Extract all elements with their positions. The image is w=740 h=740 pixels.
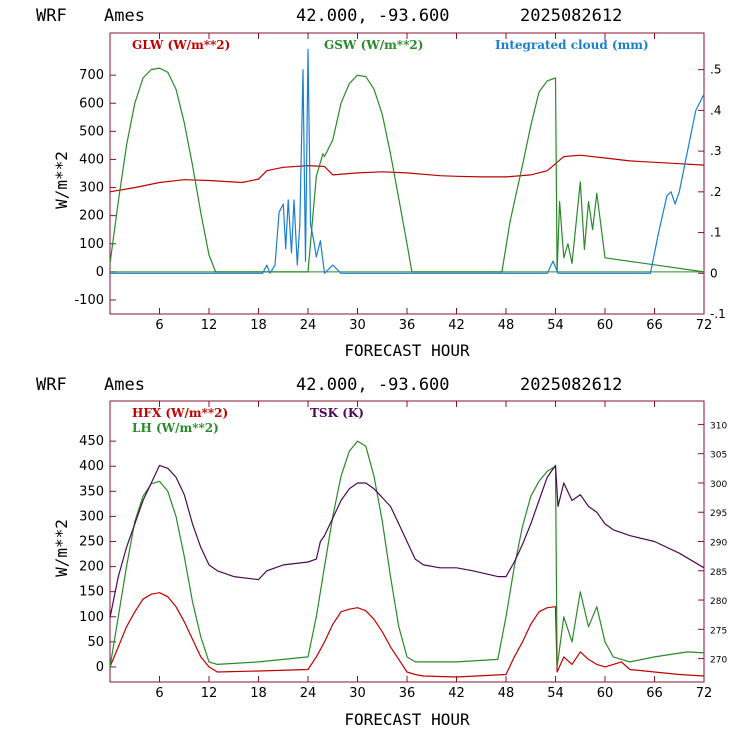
panel2-header-model: WRF — [36, 375, 67, 395]
x-tick-label: 30 — [349, 686, 366, 701]
series-line-integrated — [110, 48, 705, 274]
y-tick-label: 0 — [96, 660, 104, 675]
panel-radiation: WRF Ames 42.000, -93.600 2025082612 6 12 1… — [36, 6, 726, 360]
y2-tick-label: 270 — [710, 656, 727, 666]
y2-tick-label: 295 — [710, 509, 727, 519]
x-tick-label: 18 — [250, 686, 267, 701]
y-tick-label: 350 — [79, 484, 104, 499]
y2-tick-label: .4 — [710, 103, 721, 117]
y-tick-label: 700 — [79, 68, 104, 83]
panel1-header-site: Ames — [104, 6, 145, 26]
panel1-y-ticks: -100 0 100 200 300 400 500 600 700 — [74, 68, 116, 308]
panel2-y-ticks: 0 50 100 150 200 250 300 350 400 450 — [79, 434, 116, 675]
y2-tick-label: .5 — [710, 63, 721, 77]
y-tick-label: 450 — [79, 434, 104, 449]
y2-tick-label: .1 — [710, 226, 721, 240]
x-tick-label: 18 — [250, 318, 267, 333]
y-tick-label: 250 — [79, 535, 104, 550]
x-tick-label: 6 — [155, 318, 163, 333]
x-tick-label: 30 — [349, 318, 366, 333]
y2-tick-label: 310 — [710, 421, 727, 431]
x-tick-label: 72 — [696, 686, 713, 701]
x-tick-label: 48 — [498, 686, 515, 701]
y-tick-label: 300 — [79, 509, 104, 524]
panel1-y-axis-label: W/m**2 — [52, 151, 71, 209]
x-tick-label: 42 — [448, 318, 465, 333]
y-tick-label: 500 — [79, 124, 104, 139]
y2-tick-label: 305 — [710, 451, 727, 461]
x-tick-label: 60 — [597, 686, 614, 701]
x-tick-label: 66 — [646, 686, 663, 701]
x-tick-label: 66 — [646, 318, 663, 333]
panel1-x-axis-label: FORECAST HOUR — [344, 341, 470, 360]
y-tick-label: 600 — [79, 96, 104, 111]
panel2-y-axis-label: W/m**2 — [52, 519, 71, 577]
panel2-x-axis-label: FORECAST HOUR — [344, 710, 470, 729]
y2-tick-label: .2 — [710, 185, 721, 199]
x-tick-label: 42 — [448, 686, 465, 701]
y-tick-label: -100 — [74, 293, 104, 308]
legend-lh: LH (W/m**2) — [132, 421, 219, 435]
panel-surface-flux: WRF Ames 42.000, -93.600 2025082612 6 12 1… — [36, 375, 727, 729]
y2-tick-label: 280 — [710, 597, 727, 607]
y2-tick-label: -.1 — [710, 307, 726, 321]
legend-integrated-cloud: Integrated cloud (mm) — [495, 38, 649, 52]
x-tick-label: 72 — [696, 318, 713, 333]
x-tick-label: 24 — [300, 318, 317, 333]
series-line-tsk — [109, 464, 705, 618]
x-tick-label: 12 — [201, 686, 218, 701]
y2-tick-label: 285 — [710, 568, 727, 578]
legend-glw: GLW (W/m**2) — [132, 38, 230, 52]
panel2-header-site: Ames — [104, 375, 145, 395]
panel2-header-run: 2025082612 — [520, 375, 622, 395]
series-line-gsw — [109, 67, 705, 273]
series-line-lh — [109, 440, 705, 668]
x-tick-label: 54 — [547, 686, 564, 701]
panel2-y2-ticks: 270 275 280 285 290 295 300 305 310 — [698, 421, 727, 666]
y2-tick-label: 300 — [710, 480, 727, 490]
x-tick-label: 24 — [300, 686, 317, 701]
legend-hfx: HFX (W/m**2) — [132, 406, 228, 420]
y2-tick-label: 0 — [710, 266, 718, 280]
y-tick-label: 100 — [79, 237, 104, 252]
y-tick-label: 400 — [79, 459, 104, 474]
series-line-glw — [109, 154, 705, 193]
x-tick-label: 6 — [155, 686, 163, 701]
x-tick-label: 36 — [399, 686, 416, 701]
series-line-hfx — [109, 592, 705, 678]
x-tick-label: 54 — [547, 318, 564, 333]
y-tick-label: 0 — [96, 265, 104, 280]
y-tick-label: 400 — [79, 152, 104, 167]
legend-gsw: GSW (W/m**2) — [324, 38, 423, 52]
x-tick-label: 60 — [597, 318, 614, 333]
panel1-header-model: WRF — [36, 6, 67, 26]
panel2-x-ticks: 6 12 18 24 30 36 42 48 54 60 66 72 — [155, 401, 712, 701]
x-tick-label: 12 — [201, 318, 218, 333]
y2-tick-label: .3 — [710, 144, 721, 158]
x-tick-label: 48 — [498, 318, 515, 333]
legend-tsk: TSK (K) — [310, 406, 364, 420]
y-tick-label: 200 — [79, 209, 104, 224]
panel1-x-ticks: 6 12 18 24 30 36 42 48 54 60 66 72 — [155, 33, 712, 333]
y-tick-label: 50 — [87, 635, 104, 650]
y-tick-label: 100 — [79, 610, 104, 625]
panel2-series — [109, 440, 705, 678]
panel1-series — [109, 48, 705, 274]
x-tick-label: 36 — [399, 318, 416, 333]
y2-tick-label: 290 — [710, 539, 727, 549]
y2-tick-label: 275 — [710, 626, 727, 636]
panel2-header-coords: 42.000, -93.600 — [296, 375, 450, 395]
panel1-header-coords: 42.000, -93.600 — [296, 6, 450, 26]
y-tick-label: 150 — [79, 585, 104, 600]
panel1-y2-ticks: -.1 0 .1 .2 .3 .4 .5 — [698, 63, 726, 321]
panel1-header-run: 2025082612 — [520, 6, 622, 26]
y-tick-label: 200 — [79, 560, 104, 575]
y-tick-label: 300 — [79, 181, 104, 196]
